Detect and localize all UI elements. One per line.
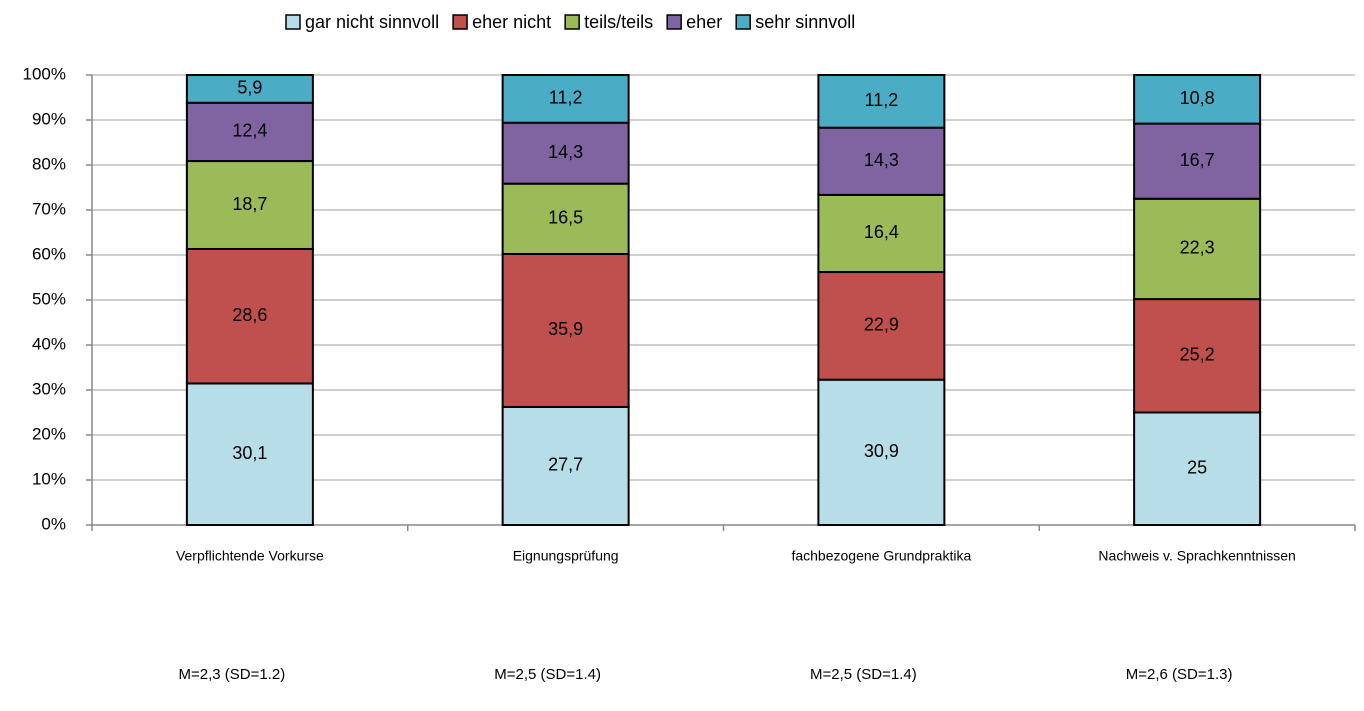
bar-segment — [185, 160, 314, 250]
data-label: 28,6 — [232, 305, 267, 325]
y-tick-label: 70% — [32, 199, 66, 218]
legend-label: teils/teils — [584, 12, 653, 32]
bar-segment — [501, 252, 630, 408]
legend-swatch — [285, 14, 301, 30]
x-tick-label: fachbezogene Grundpraktika — [791, 548, 971, 564]
bar-segment — [817, 271, 946, 381]
data-label: 25,2 — [1180, 345, 1215, 365]
y-tick-label: 100% — [23, 64, 66, 83]
y-tick-label: 30% — [32, 379, 66, 398]
x-tick-label: Verpflichtende Vorkurse — [176, 548, 324, 564]
bar-segment — [1133, 298, 1262, 414]
x-tick-label: Nachweis v. Sprachkenntnissen — [1098, 548, 1295, 564]
bar-segment — [817, 126, 946, 196]
data-label: 16,5 — [548, 208, 583, 228]
bar-segment — [185, 247, 314, 385]
y-tick-label: 50% — [32, 289, 66, 308]
y-tick-label: 10% — [32, 469, 66, 488]
bar-segment — [185, 382, 314, 527]
annotation: M=2,5 (SD=1.4) — [810, 666, 917, 683]
bar-segment — [501, 182, 630, 255]
data-label: 25 — [1187, 458, 1207, 478]
y-tick-label: 40% — [32, 334, 66, 353]
legend-label: eher nicht — [472, 12, 551, 32]
y-tick-label: 0% — [41, 514, 66, 533]
data-label: 22,9 — [864, 315, 899, 335]
y-tick-label: 80% — [32, 154, 66, 173]
annotation: M=2,6 (SD=1.3) — [1126, 666, 1233, 683]
y-tick-label: 90% — [32, 109, 66, 128]
bar-segment — [817, 378, 946, 527]
data-label: 27,7 — [548, 455, 583, 475]
data-label: 30,1 — [232, 443, 267, 463]
bar-segment — [501, 74, 630, 124]
annotation: M=2,3 (SD=1.2) — [179, 666, 286, 683]
data-label: 11,2 — [865, 90, 899, 110]
data-label: 16,7 — [1180, 150, 1215, 170]
legend-swatch — [452, 14, 468, 30]
y-tick-label: 20% — [32, 424, 66, 443]
data-label: 10,8 — [1180, 88, 1215, 108]
bar-segment — [1133, 122, 1262, 200]
annotation: M=2,5 (SD=1.4) — [494, 666, 601, 683]
data-label: 22,3 — [1180, 238, 1215, 258]
bar-segment — [1133, 411, 1262, 526]
data-label: 12,4 — [232, 121, 267, 141]
legend-label: gar nicht sinnvoll — [305, 12, 439, 32]
bar-segment — [501, 121, 630, 185]
legend-swatch — [666, 14, 682, 30]
data-label: 11,2 — [549, 88, 583, 108]
data-label: 35,9 — [548, 319, 583, 339]
data-label: 18,7 — [232, 194, 267, 214]
legend-swatch — [735, 14, 751, 30]
bar-segment — [1133, 197, 1262, 301]
x-tick-label: Eignungsprüfung — [513, 548, 619, 564]
data-label: 30,9 — [864, 441, 899, 461]
bar-segment — [817, 74, 946, 129]
legend-swatch — [564, 14, 580, 30]
bar-segment — [501, 405, 630, 527]
legend-label: eher — [686, 12, 722, 32]
bar-segment — [817, 193, 946, 274]
bar-segment — [1133, 74, 1262, 125]
data-label: 14,3 — [548, 142, 583, 162]
data-label: 14,3 — [864, 150, 899, 170]
legend-label: sehr sinnvoll — [755, 12, 855, 32]
data-label: 5,9 — [237, 78, 262, 98]
data-label: 16,4 — [864, 222, 899, 242]
y-tick-label: 60% — [32, 244, 66, 263]
bar-segment — [185, 74, 314, 104]
